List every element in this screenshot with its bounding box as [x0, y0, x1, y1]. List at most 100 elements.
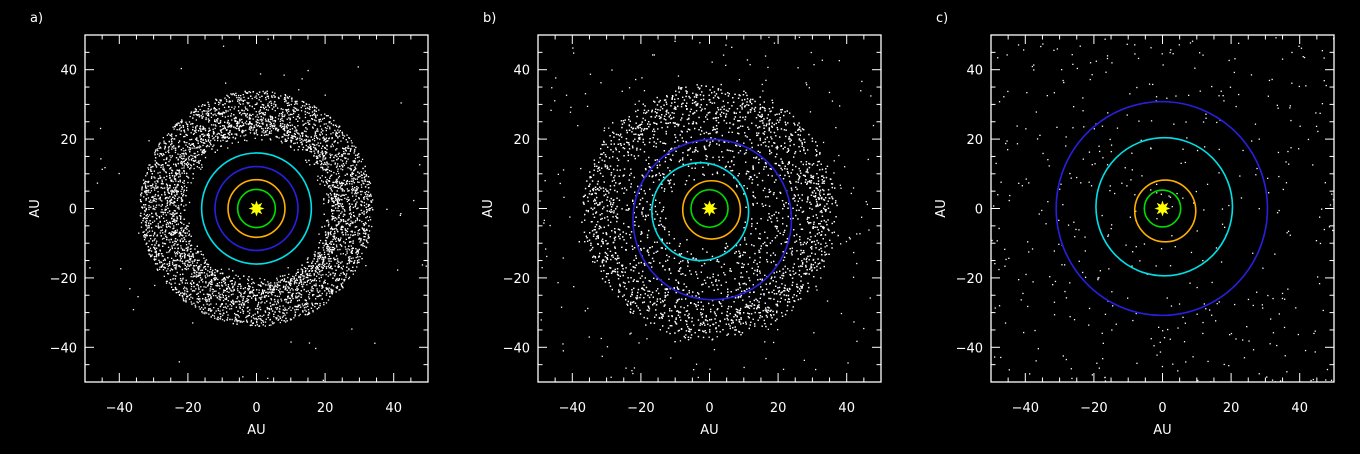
particle-point [244, 106, 246, 108]
particle-point [310, 275, 312, 277]
particle-point [314, 132, 317, 134]
particle-point [171, 137, 173, 139]
particle-point [309, 164, 311, 166]
particle-point [289, 318, 292, 320]
particle-point [350, 234, 352, 236]
particle-point [268, 309, 271, 311]
particle-point [207, 114, 210, 116]
particle-point [145, 224, 147, 226]
particle-point [369, 209, 371, 212]
particle-point [287, 302, 289, 304]
particle-point [360, 193, 362, 196]
particle-point [196, 147, 198, 149]
particle-point [262, 292, 264, 295]
particle-point [352, 172, 355, 175]
particle-point [197, 162, 200, 164]
particle-point [243, 304, 246, 306]
particle-point [283, 133, 285, 135]
particle-point [174, 231, 176, 233]
particle-point [173, 210, 176, 212]
particle-point [217, 112, 219, 115]
particle-point [319, 125, 322, 127]
particle-point [335, 132, 338, 134]
particle-point [285, 287, 287, 290]
particle-point [230, 124, 233, 126]
particle-point [212, 294, 215, 297]
particle-point [342, 147, 344, 149]
particle-point [225, 111, 227, 113]
particle-point [287, 130, 289, 132]
particle-point [205, 113, 207, 115]
particle-point [334, 154, 336, 157]
particle-point [147, 181, 149, 184]
particle-point [203, 293, 205, 295]
particle-point [175, 171, 177, 174]
particle-point [338, 126, 340, 129]
particle-point [364, 170, 366, 172]
particle-point [350, 212, 352, 214]
particle-point [322, 259, 324, 262]
particle-point [366, 229, 368, 231]
particle-point [309, 292, 311, 294]
particle-point [237, 110, 240, 112]
particle-point [269, 289, 272, 291]
particle-point [306, 107, 309, 109]
particle-point [186, 123, 189, 126]
particle-point [238, 112, 241, 114]
particle-point [173, 201, 175, 203]
particle-point [165, 183, 168, 185]
particle-point [206, 263, 209, 265]
particle-point [319, 263, 321, 265]
particle-point [229, 131, 231, 134]
particle-point [228, 101, 230, 103]
particle-point [222, 139, 224, 141]
particle-point [318, 121, 320, 123]
particle-point [286, 112, 289, 114]
particle-point [337, 202, 339, 204]
particle-point [247, 299, 250, 301]
particle-point [289, 280, 291, 283]
particle-point [361, 190, 363, 193]
particle-point [331, 268, 333, 270]
particle-point [317, 256, 319, 258]
particle-point [215, 310, 217, 312]
particle-point [145, 191, 148, 193]
particle-point [183, 165, 185, 167]
particle-point [328, 248, 330, 250]
particle-point [370, 201, 372, 203]
particle-point [178, 233, 180, 235]
particle-point [231, 318, 233, 321]
particle-point [261, 289, 264, 291]
particle-point [230, 125, 233, 127]
particle-point [169, 226, 171, 228]
particle-point [364, 175, 366, 178]
particle-point [331, 251, 333, 253]
particle-point [364, 191, 366, 194]
particle-point [241, 309, 243, 311]
particle-point [159, 197, 161, 199]
particle-point [284, 288, 286, 291]
particle-point [188, 294, 191, 296]
particle-point [344, 229, 347, 231]
particle-point [168, 232, 171, 234]
particle-point [305, 134, 307, 137]
particle-point [271, 321, 273, 323]
particle-point [169, 279, 172, 281]
particle-point [162, 255, 164, 257]
particle-point [202, 139, 204, 141]
particle-point [214, 120, 217, 123]
particle-point [350, 215, 352, 218]
particle-point [271, 294, 273, 296]
particle-point [337, 221, 340, 223]
particle-point [186, 295, 188, 298]
particle-point [175, 163, 177, 165]
particle-point [189, 151, 191, 153]
particle-point [248, 314, 250, 316]
particle-point [344, 210, 346, 212]
particle-point [194, 304, 196, 306]
particle-point [341, 181, 343, 184]
particle-point [309, 265, 311, 267]
particle-point [154, 181, 156, 183]
particle-point [169, 159, 171, 161]
particle-point [206, 298, 208, 301]
